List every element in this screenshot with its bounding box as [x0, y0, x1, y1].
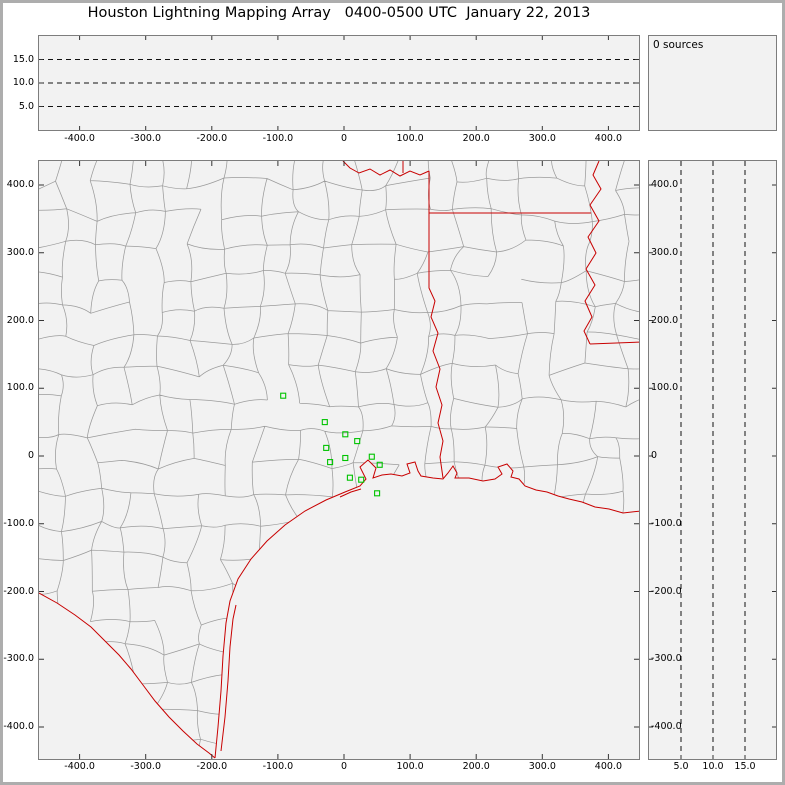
ew-axis-tick-label-top: -200.0	[196, 133, 228, 144]
alt-ns-plot	[649, 161, 776, 759]
ns-axis-tick-label-left: 100.0	[6, 382, 34, 394]
ns-axis-tick-label-right-panel: -100.0	[651, 517, 682, 529]
ns-axis-tick-label-right-panel: -200.0	[651, 585, 682, 597]
alt-tick-label-left: 5.0	[18, 100, 34, 112]
ew-axis-tick-label-bottom: -100.0	[262, 761, 294, 772]
lma-station-marker	[323, 444, 330, 451]
lma-station-marker	[321, 419, 328, 426]
alt-tick-label-bottom: 10.0	[702, 761, 724, 772]
ns-axis-tick-label-left: -200.0	[3, 585, 34, 597]
alt-ew-plot	[39, 36, 639, 130]
ns-axis-tick-label-right-panel: -300.0	[651, 653, 682, 665]
map-panel	[38, 160, 640, 760]
ns-axis-tick-label-right-panel: -400.0	[651, 721, 682, 732]
ns-axis-tick-label-right-panel: 100.0	[651, 382, 679, 394]
ns-axis-tick-label-right-panel: 0	[651, 450, 658, 461]
ns-axis-tick-label-right-panel: 400.0	[651, 179, 679, 190]
lma-station-marker	[346, 474, 353, 481]
alt-tick-label-bottom: 15.0	[734, 761, 756, 772]
lma-station-marker	[368, 453, 375, 460]
state-borders-and-coastline	[39, 161, 639, 759]
ew-axis-tick-label-bottom: 300.0	[528, 761, 556, 772]
ns-axis-tick-label-right-panel: 200.0	[651, 314, 679, 326]
ns-axis-tick-label-left: 300.0	[6, 246, 34, 258]
alt-tick-label-left: 15.0	[12, 53, 34, 65]
ew-axis-tick-label-bottom: 100.0	[396, 761, 424, 772]
lma-station-marker	[342, 431, 349, 438]
map-plot	[39, 161, 639, 759]
lma-station-marker	[280, 392, 287, 399]
dashed-altitude-gridlines	[680, 161, 746, 759]
ns-axis-tick-label-left: 200.0	[6, 314, 34, 326]
ew-axis-tick-label-bottom: -400.0	[64, 761, 95, 772]
ew-axis-tick-label-bottom: -300.0	[130, 761, 161, 772]
ns-axis-tick-label-left: 0	[27, 450, 34, 461]
ew-axis-tick-label-top: -400.0	[64, 133, 95, 144]
source-count-panel	[648, 35, 777, 131]
ns-axis-tick-label-left: -300.0	[3, 653, 34, 665]
ns-axis-tick-label-right-panel: 300.0	[651, 246, 679, 258]
ew-axis-tick-label-bottom: 0	[340, 761, 348, 772]
ew-axis-tick-label-top: 100.0	[396, 133, 424, 144]
lma-station-marker	[358, 476, 365, 483]
alt-tick-label-bottom: 5.0	[673, 761, 689, 772]
lma-station-marker	[327, 459, 334, 466]
source-count-label: 0 sources	[653, 39, 704, 51]
lma-station-marker	[376, 461, 383, 468]
lma-stations	[280, 392, 383, 497]
ew-axis-tick-label-bottom: 200.0	[462, 761, 490, 772]
ew-axis-tick-label-top: 0	[340, 133, 348, 144]
page-title: Houston Lightning Mapping Array 0400-050…	[87, 5, 591, 21]
dashed-altitude-gridlines	[39, 59, 639, 107]
ew-axis-tick-label-bottom: 400.0	[594, 761, 622, 772]
ns-axis-tick-label-left: 400.0	[6, 179, 34, 190]
lma-station-marker	[342, 454, 349, 462]
ew-axis-tick-label-top: -100.0	[262, 133, 294, 144]
ew-axis-tick-label-top: -300.0	[130, 133, 161, 144]
county-lines	[39, 161, 639, 758]
ns-axis-tick-label-left: -100.0	[3, 517, 34, 529]
lma-station-marker	[354, 438, 361, 445]
alt-ew-panel	[38, 35, 640, 131]
alt-ns-panel	[648, 160, 777, 760]
lma-station-marker	[374, 490, 381, 497]
ew-axis-tick-label-top: 200.0	[462, 133, 490, 144]
ew-axis-tick-label-bottom: -200.0	[196, 761, 228, 772]
ew-axis-tick-label-top: 300.0	[528, 133, 556, 144]
ew-axis-tick-label-top: 400.0	[594, 133, 622, 144]
alt-tick-label-left: 10.0	[12, 77, 34, 88]
ns-axis-tick-label-left: -400.0	[3, 721, 34, 732]
